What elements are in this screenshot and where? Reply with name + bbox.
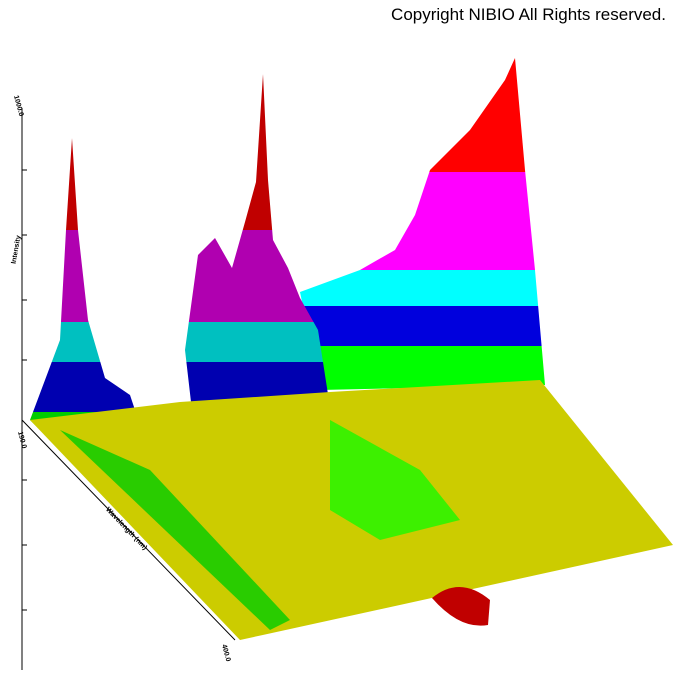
x-start-label: 190.0 [16, 431, 27, 450]
ridge-shadow [330, 420, 460, 540]
dip [432, 586, 490, 626]
ridge-shadow [60, 430, 290, 630]
ridge [300, 58, 545, 390]
axis-ticks [22, 169, 27, 611]
x-end-label: 400.0 [220, 644, 231, 663]
x-axis [21, 419, 236, 641]
copyright: Copyright NIBIO All Rights reserved. [391, 5, 666, 24]
z-axis-label: Intensity [11, 235, 23, 265]
z-max-label: 1000.0 [12, 95, 24, 118]
